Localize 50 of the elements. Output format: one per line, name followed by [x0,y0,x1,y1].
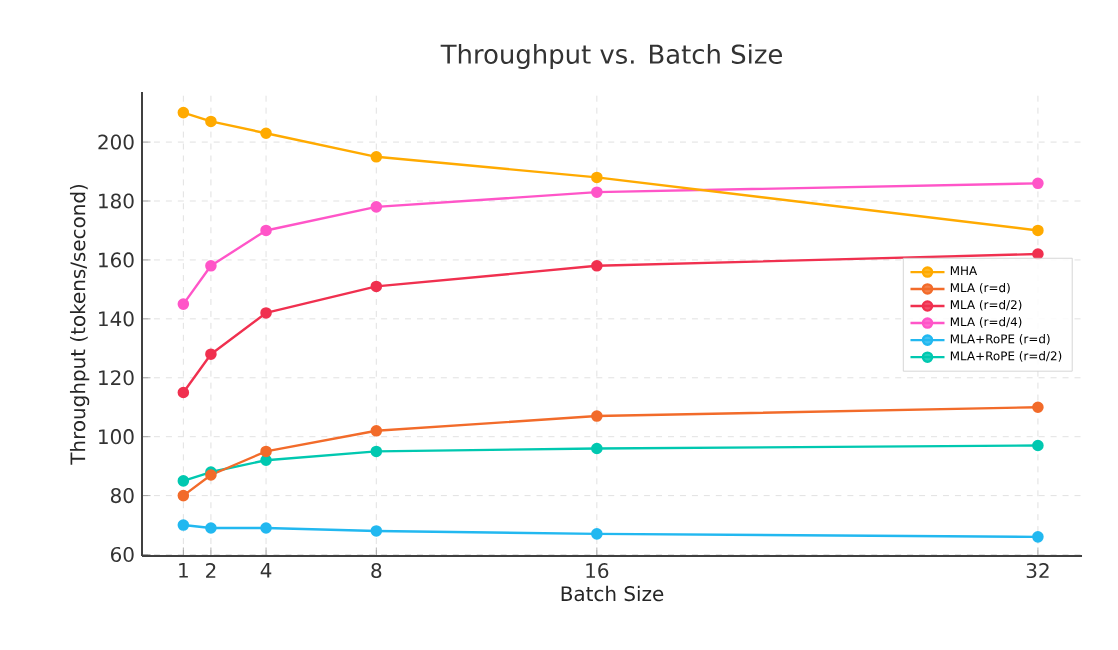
point [370,445,383,458]
y-tick-label: 60 [111,546,134,563]
point [177,298,190,310]
x-tick-label: 2 [206,563,216,578]
point [205,348,217,360]
point [591,171,603,184]
point [1032,248,1044,260]
point [370,201,383,213]
y-tick-label: 200 [98,134,134,150]
point [1032,439,1044,452]
x-axis-title: Batch Size [561,585,664,602]
x-tick-label: 1 [179,563,188,578]
y-tick-label: 80 [110,488,134,504]
point [370,151,383,163]
point [591,260,603,272]
point [177,475,190,487]
x-tick-label: 8 [371,563,382,579]
point [260,522,272,534]
point [260,224,272,237]
point [1032,401,1044,413]
point [260,127,272,140]
x-tick-label: 16 [586,563,609,579]
point [205,522,217,534]
point [591,442,603,455]
point [591,528,603,540]
y-tick-label: 160 [99,252,134,268]
y-tick-label: 120 [99,370,134,386]
point [177,386,190,399]
point [591,186,603,198]
y-tick-label: 180 [99,193,134,209]
y-axis-title: Throughput (tokens/second) [69,184,90,465]
point [1032,177,1044,190]
chart-title: Throughput vs. Batch Size [440,43,782,69]
point [205,115,217,128]
point [1032,224,1044,237]
point [370,425,383,437]
point [260,445,272,458]
point [177,519,190,531]
y-tick-label: 100 [99,429,134,445]
point [177,489,190,502]
point [370,280,383,293]
y-tick-label: 140 [99,311,134,327]
point [205,260,217,272]
point [370,525,383,537]
point [1032,531,1044,543]
x-tick-label: 4 [260,563,272,578]
x-tick-label: 32 [1026,563,1049,579]
point [591,410,603,422]
point [260,307,272,319]
point [177,106,190,119]
